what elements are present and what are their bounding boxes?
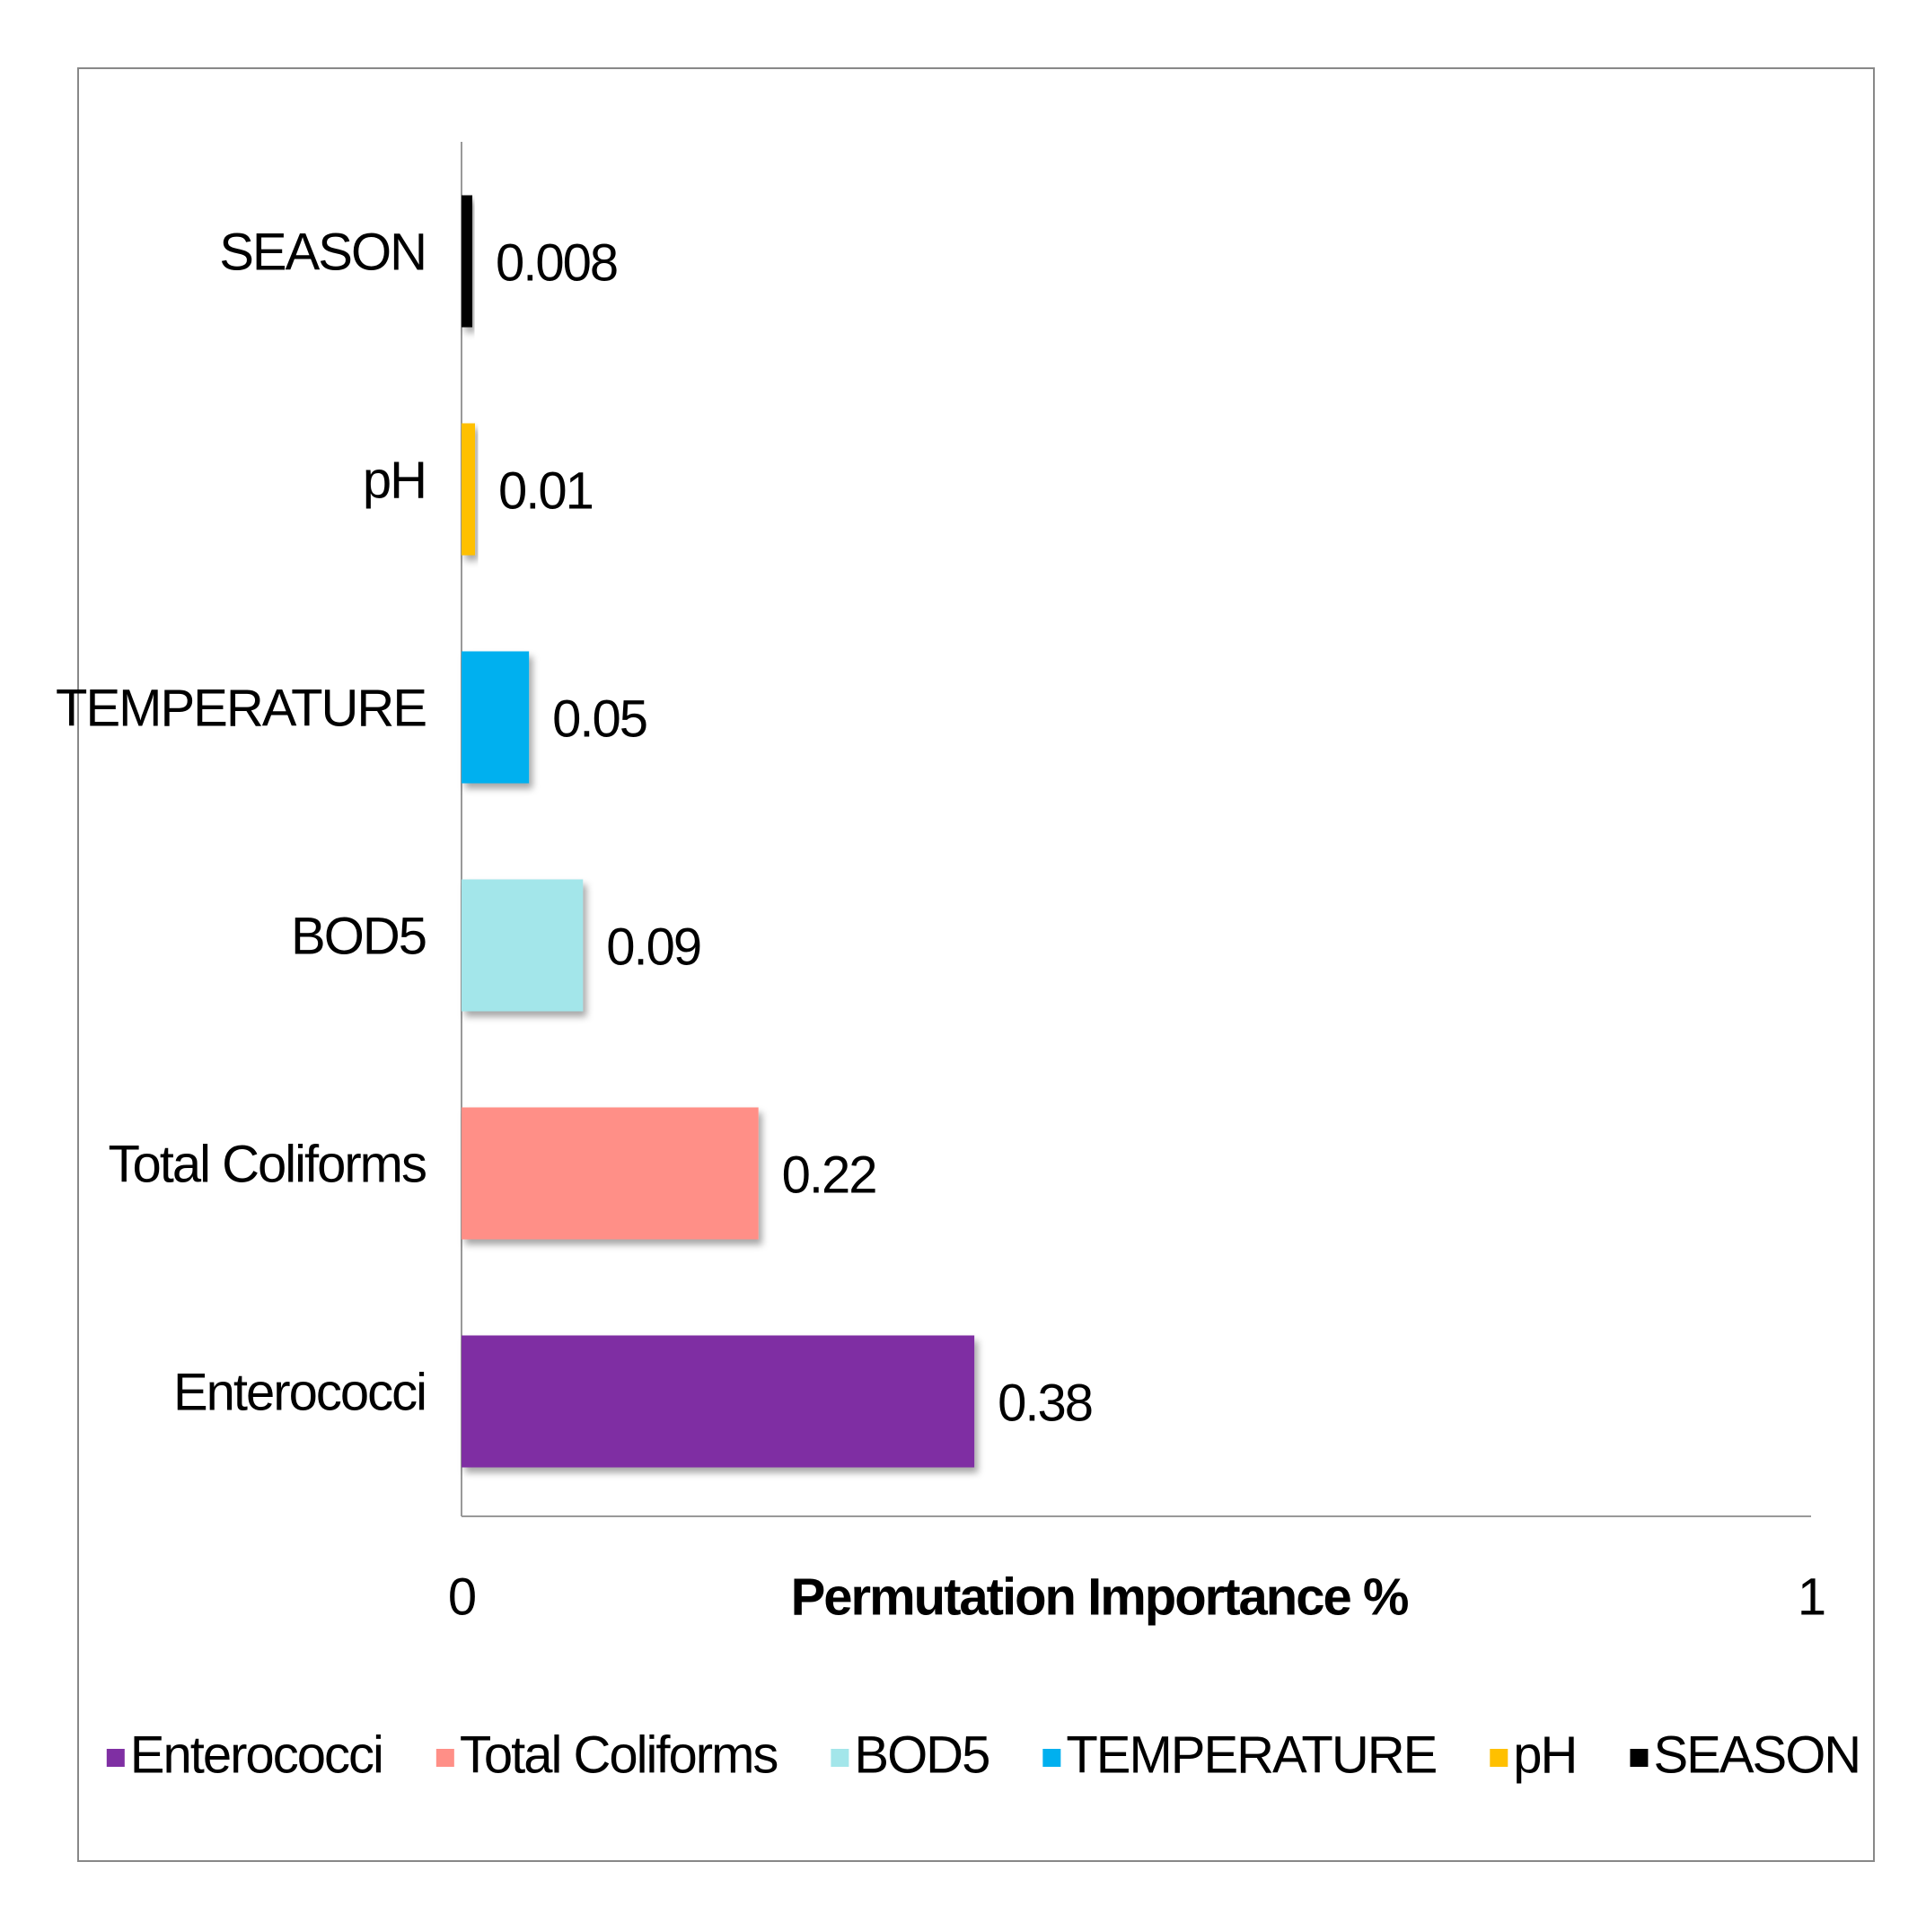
- y-tick-label: SEASON: [219, 223, 426, 281]
- y-tick-label: Enterococci: [173, 1363, 426, 1421]
- legend-label: Total Coliforms: [460, 1726, 778, 1784]
- legend-swatch: [106, 1749, 125, 1767]
- bar: [462, 1335, 975, 1468]
- bar: [462, 651, 530, 784]
- x-tick-label: 1: [1798, 1568, 1825, 1626]
- legend-label: Enterococci: [130, 1726, 383, 1784]
- legend-swatch: [435, 1749, 454, 1767]
- data-label: 0.22: [782, 1146, 876, 1204]
- x-axis-title: Permutation Importance %: [791, 1568, 1409, 1626]
- bar: [462, 1107, 759, 1240]
- x-tick-label: 0: [448, 1568, 475, 1626]
- data-label: 0.38: [998, 1374, 1092, 1432]
- legend-swatch: [1490, 1749, 1508, 1767]
- legend: Enterococci Total Coliforms BOD5 TEMPERATUR…: [106, 1726, 1861, 1784]
- y-tick-label: pH: [363, 451, 426, 509]
- legend-label: pH: [1513, 1726, 1576, 1784]
- legend-label: SEASON: [1653, 1726, 1860, 1784]
- data-label: 0.05: [552, 689, 646, 748]
- legend-label: TEMPERATURE: [1066, 1726, 1436, 1784]
- data-label: 0.09: [606, 918, 700, 976]
- y-tick-label: TEMPERATURE: [56, 679, 426, 737]
- bar: [462, 423, 476, 556]
- legend-swatch: [1042, 1749, 1061, 1767]
- legend-label: BOD5: [854, 1726, 989, 1784]
- legend-swatch: [831, 1749, 849, 1767]
- bar: [462, 879, 584, 1012]
- chart-frame: [77, 67, 1875, 1862]
- bar: [462, 195, 473, 328]
- data-label: 0.01: [498, 461, 593, 520]
- y-tick-label: Total Coliforms: [108, 1135, 426, 1193]
- legend-swatch: [1630, 1749, 1649, 1767]
- data-label: 0.008: [496, 233, 617, 292]
- y-tick-label: BOD5: [291, 907, 426, 965]
